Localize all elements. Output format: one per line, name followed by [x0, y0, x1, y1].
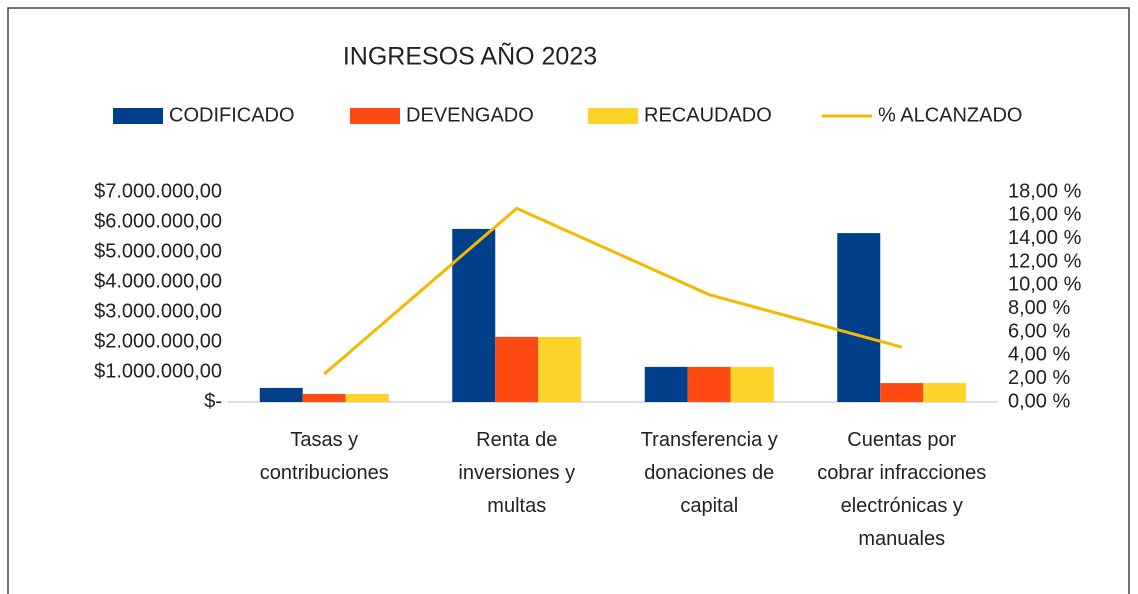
y2-tick-label: 10,00 %	[1008, 274, 1082, 296]
y-tick-label: $-	[204, 390, 222, 412]
chart-title: INGRESOS AÑO 2023	[343, 42, 597, 71]
y2-tick-label: 14,00 %	[1008, 227, 1082, 249]
bar	[538, 336, 582, 402]
bar	[302, 393, 346, 402]
legend-swatch	[350, 108, 400, 124]
x-tick-label: Transferencia y donaciones de capital	[640, 429, 778, 517]
legend-swatch	[113, 108, 163, 124]
y-tick-label: $2.000.000,00	[94, 330, 222, 352]
y2-tick-label: 2,00 %	[1008, 367, 1070, 389]
x-tick-label: Renta de inversiones y multas	[458, 429, 576, 517]
y2-tick-label: 16,00 %	[1008, 204, 1082, 226]
y2-tick-label: 18,00 %	[1008, 180, 1082, 202]
legend-label: RECAUDADO	[644, 104, 772, 126]
x-tick-label: Tasas y contribuciones	[259, 429, 389, 484]
frame	[7, 7, 1130, 594]
y-tick-label: $1.000.000,00	[94, 360, 222, 382]
bar	[452, 228, 496, 402]
y2-tick-label: 6,00 %	[1008, 320, 1070, 342]
y-tick-label: $7.000.000,00	[94, 180, 222, 202]
bar	[687, 366, 731, 402]
x-tick-label: Cuentas por cobrar infracciones electrón…	[817, 429, 987, 550]
bar	[880, 383, 924, 402]
bar	[495, 336, 539, 402]
y2-tick-label: 4,00 %	[1008, 344, 1070, 366]
y-tick-label: $6.000.000,00	[94, 210, 222, 232]
line	[323, 206, 903, 376]
bar	[837, 233, 881, 402]
y-tick-label: $3.000.000,00	[94, 300, 222, 322]
y-tick-label: $4.000.000,00	[94, 270, 222, 292]
bar	[345, 393, 389, 402]
bar	[259, 387, 303, 402]
y-tick-label: $5.000.000,00	[94, 240, 222, 262]
legend-swatch	[588, 108, 638, 124]
bar	[923, 383, 967, 402]
legend-label: DEVENGADO	[406, 104, 534, 126]
legend-label: CODIFICADO	[169, 104, 295, 126]
bar	[730, 366, 774, 402]
legend-label: % ALCANZADO	[878, 104, 1022, 126]
y2-tick-label: 0,00 %	[1008, 390, 1070, 412]
y2-tick-label: 12,00 %	[1008, 250, 1082, 272]
bar	[644, 366, 688, 402]
y2-tick-label: 8,00 %	[1008, 297, 1070, 319]
